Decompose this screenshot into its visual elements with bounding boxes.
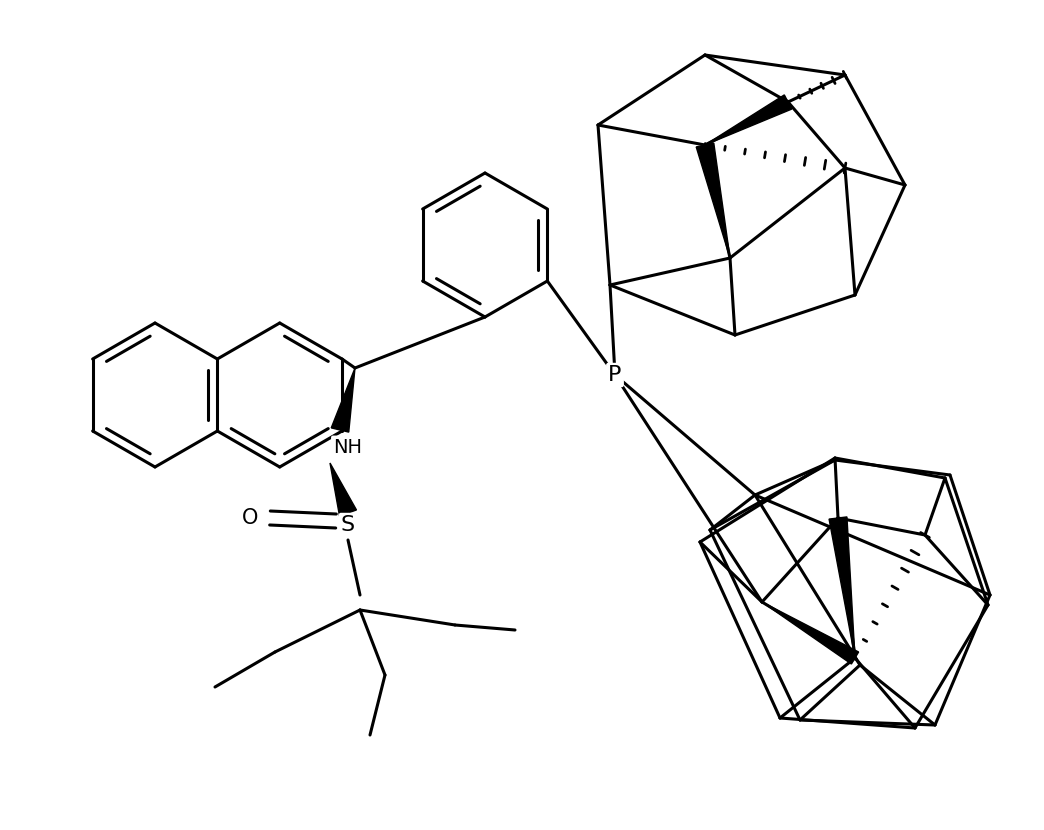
- Polygon shape: [330, 463, 356, 516]
- Text: O: O: [242, 508, 258, 528]
- Polygon shape: [762, 602, 858, 664]
- Polygon shape: [331, 368, 355, 432]
- Text: P: P: [609, 365, 621, 385]
- Polygon shape: [696, 143, 730, 258]
- Polygon shape: [705, 95, 791, 145]
- Text: NH: NH: [333, 437, 362, 457]
- Text: S: S: [341, 515, 355, 535]
- Polygon shape: [829, 517, 855, 658]
